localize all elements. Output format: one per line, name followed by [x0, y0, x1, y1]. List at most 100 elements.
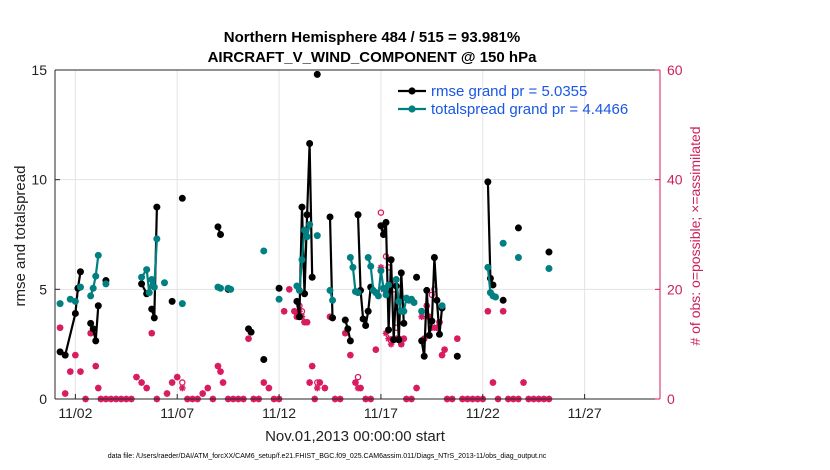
spread-point — [153, 235, 161, 243]
spread-point — [392, 275, 400, 283]
y2-tick-label: 20 — [667, 281, 683, 297]
rmse-point — [150, 314, 158, 322]
rmse-point — [303, 211, 311, 219]
rmse-point — [92, 337, 100, 345]
obs-star-stroke — [169, 379, 176, 386]
obs-assimilated-marker — [179, 384, 186, 392]
obs-assimilated-marker — [291, 307, 298, 315]
y2-tick-label: 40 — [667, 172, 683, 188]
obs-assimilated-marker — [413, 384, 420, 392]
obs-star-stroke — [77, 368, 84, 375]
rmse-point — [420, 352, 428, 360]
obs-star-stroke — [199, 390, 206, 397]
obs-assimilated-marker — [72, 351, 79, 359]
y2-axis-label: # of obs: o=possible; ×=assimilated — [687, 126, 703, 345]
spread-point — [102, 280, 110, 288]
y-axis-label: rmse and totalspread — [12, 166, 29, 307]
rmse-point — [308, 273, 316, 281]
spread-point — [374, 292, 382, 300]
rmse-point — [377, 222, 385, 230]
obs-star-stroke — [95, 385, 102, 391]
obs-star-stroke — [352, 379, 359, 386]
rmse-point — [178, 194, 186, 202]
legend-rmse-label: rmse grand pr = 5.0355 — [431, 83, 587, 100]
obs-star-stroke — [372, 346, 379, 353]
obs-assimilated-marker — [133, 373, 140, 381]
spread-point — [382, 291, 390, 299]
spread-point — [354, 289, 362, 297]
rmse-point — [293, 297, 301, 305]
obs-assimilated-marker — [400, 335, 408, 342]
spread-point — [143, 266, 151, 274]
spread-point — [56, 300, 64, 308]
obs-assimilated-marker — [321, 384, 329, 392]
obs-star-stroke — [217, 368, 224, 375]
obs-possible-marker — [377, 209, 385, 216]
spread-point — [148, 275, 156, 283]
spread-point — [301, 226, 309, 234]
obs-star-stroke — [204, 385, 211, 391]
obs-star-stroke — [490, 379, 496, 386]
rmse-point — [397, 269, 405, 277]
rmse-point — [56, 348, 64, 356]
obs-star-stroke — [418, 313, 425, 320]
obs-assimilated-marker — [454, 335, 461, 342]
obs-star-stroke — [215, 363, 221, 370]
spread-point — [418, 307, 426, 315]
rmse-point — [61, 351, 69, 359]
obs-star-stroke — [72, 352, 79, 359]
obs-star-stroke — [347, 352, 354, 359]
rmse-point — [138, 280, 146, 288]
spread-point — [227, 285, 235, 293]
obs-assimilated-marker — [245, 335, 252, 342]
obs-assimilated-marker — [372, 346, 380, 353]
spread-point — [298, 256, 306, 264]
spread-point — [87, 292, 95, 300]
rmse-point — [484, 178, 492, 186]
chart-title-line1: Northern Hemisphere 484 / 515 = 93.981% — [224, 29, 520, 46]
obs-assimilated-marker — [204, 384, 212, 392]
obs-assimilated-marker — [285, 286, 293, 293]
obs-star-stroke — [314, 385, 321, 391]
obs-star-stroke — [286, 286, 293, 293]
obs-assimilated-marker — [173, 373, 181, 381]
obs-assimilated-marker — [306, 379, 313, 386]
obs-assimilated-marker — [489, 379, 497, 386]
spread-point — [438, 302, 446, 310]
x-tick-label: 11/17 — [364, 405, 398, 421]
obs-assimilated-marker — [94, 384, 102, 392]
rmse-point — [313, 70, 321, 78]
obs-star-stroke — [174, 374, 181, 380]
rmse-point — [71, 309, 79, 317]
obs-star-stroke — [357, 385, 364, 391]
spread-point — [329, 296, 337, 304]
obs-star-stroke — [291, 308, 298, 315]
rmse-point — [295, 313, 303, 321]
x-tick-label: 11/02 — [58, 405, 92, 421]
obs-assimilated-marker — [438, 351, 446, 359]
rmse-point — [148, 305, 156, 313]
obs-assimilated-marker — [168, 379, 176, 386]
rmse-point — [329, 314, 337, 322]
rmse-point — [76, 268, 84, 276]
rmse-point — [379, 231, 387, 238]
rmse-point — [428, 317, 436, 325]
obs-star-stroke — [385, 335, 392, 342]
obs-star-stroke — [304, 319, 310, 326]
obs-assimilated-marker — [217, 368, 224, 375]
spread-point — [346, 254, 354, 262]
x-tick-label: 11/22 — [466, 405, 500, 421]
spread-point — [295, 286, 303, 294]
x-axis-label: Nov.01,2013 00:00:00 start — [265, 428, 446, 445]
rmse-point — [514, 224, 522, 232]
spread-point — [138, 273, 146, 281]
obs-assimilated-marker — [92, 362, 100, 370]
spread-point — [499, 239, 507, 247]
rmse-point — [387, 256, 395, 264]
y-tick-label: 0 — [39, 391, 47, 407]
rmse-point — [423, 286, 431, 294]
obs-assimilated-marker — [520, 379, 527, 386]
rmse-point — [359, 315, 367, 323]
obs-star-stroke — [133, 374, 140, 380]
rmse-point — [326, 213, 334, 221]
